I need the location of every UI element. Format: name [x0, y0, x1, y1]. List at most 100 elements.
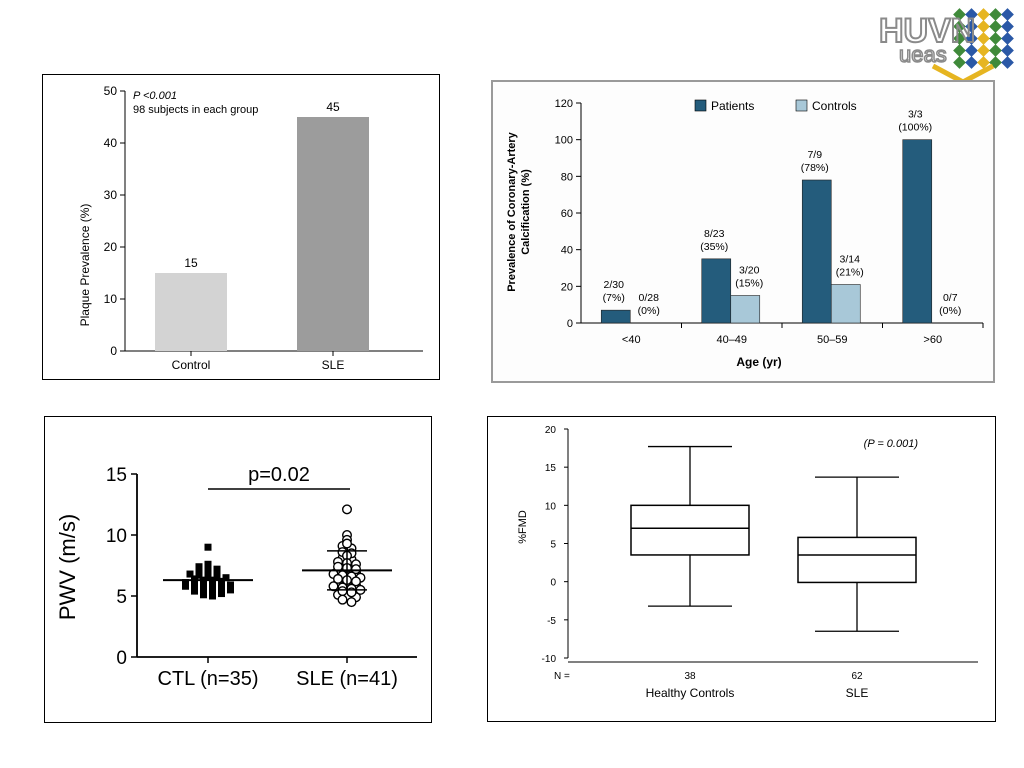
c4-annotation: (P = 0.001) [864, 438, 919, 450]
c4-n-value: 38 [684, 671, 696, 682]
c3-point-ctl [213, 569, 221, 577]
c2-data-label: 0/7 [943, 292, 958, 304]
c2-bar-patients [902, 139, 933, 324]
c2-xtick-label: 50–59 [817, 334, 848, 346]
c3-point-sle [351, 576, 362, 587]
c3-point-ctl [200, 588, 207, 596]
c2-ytick-label: 0 [567, 318, 573, 330]
c2-data-label: (100%) [898, 122, 932, 134]
c3-point-ctl [222, 574, 230, 582]
c4-ytick-label: 10 [545, 501, 557, 512]
logo-tile [989, 20, 1002, 33]
c2-ytick-label: 120 [555, 98, 573, 110]
logo-tile [1001, 56, 1014, 69]
legend-swatch-patients [694, 99, 707, 112]
c4-n-label: N = [554, 671, 570, 682]
c2-data-label: (35%) [700, 241, 728, 253]
c3-point-ctl [227, 581, 234, 589]
c4-xtick-label: SLE [846, 686, 869, 700]
pwv-panel: 0 5 10 15 CTL (n=35) SLE (n=41) PWV (m/s) p=0… [44, 416, 432, 723]
c1-data-label: 15 [184, 256, 198, 270]
c4-ytick-label: -10 [542, 654, 557, 665]
c3-point-ctl [204, 572, 212, 580]
c3-ytick-label: 5 [116, 587, 127, 608]
logo-tile [965, 56, 978, 69]
c3-ytick-label: 15 [106, 465, 127, 486]
c2-bars: 2/30(7%) 0/28(0%)8/23(35%)3/20(15%)7/9(78… [600, 109, 961, 324]
c3-ytick-label: 10 [106, 526, 127, 547]
logo-tile [977, 8, 990, 21]
c4-ylabel: %FMD [517, 510, 529, 544]
c4-xtick-label: Healthy Controls [646, 686, 735, 700]
c4-ytick-label: 15 [545, 463, 557, 474]
c2-xtick-label: >60 [923, 334, 942, 346]
c3-axes: 0 5 10 15 CTL (n=35) SLE (n=41) [106, 465, 417, 690]
logo-text-ueas: ueas [899, 42, 947, 67]
c3-xtick-label: SLE (n=41) [296, 668, 398, 690]
c2-ytick-label: 60 [561, 208, 573, 220]
c2-data-label: 2/30 [604, 279, 625, 291]
c3-point-ctl [195, 568, 203, 576]
c2-ytick-label: 100 [555, 135, 573, 147]
c4-axes: -10 -5 0 5 10 15 20 38 Healthy Controls 62 SLE [542, 425, 978, 700]
c3-point-ctl [204, 564, 212, 572]
pwv-chart: 0 5 10 15 CTL (n=35) SLE (n=41) PWV (m/s) p=0… [55, 464, 417, 690]
c3-point-ctl [209, 588, 216, 596]
c1-annotation-subjects: 98 subjects in each group [133, 104, 258, 116]
c3-point-sle [342, 504, 353, 515]
c4-n-value: 62 [851, 671, 863, 682]
c3-point-ctl [213, 565, 221, 573]
huvn-ueas-logo: HUVN ueas [873, 4, 1019, 86]
c1-axes: 0 10 20 30 40 50 Control SLE [104, 84, 423, 372]
c3-xtick-label: CTL (n=35) [158, 668, 259, 690]
logo-tile [989, 44, 1002, 57]
c2-bar-controls [830, 284, 861, 324]
c2-xlabel: Age (yr) [736, 355, 781, 369]
c3-point-ctl [200, 583, 207, 591]
c1-ylabel: Plaque Prevalence (%) [78, 204, 92, 327]
c2-data-label: 0/28 [639, 292, 660, 304]
c4-ytick-label: -5 [547, 616, 556, 627]
c3-ylabel: PWV (m/s) [55, 514, 80, 620]
c3-point-ctl [218, 590, 225, 598]
c3-point-ctl [191, 579, 198, 587]
c1-ytick-label: 40 [104, 136, 118, 150]
c1-annotation-p: P <0.001 [133, 90, 177, 102]
c3-point-ctl [200, 580, 207, 588]
c3-point-sle [346, 597, 357, 608]
legend-label-patients: Patients [711, 99, 754, 113]
c3-point-ctl [182, 579, 189, 587]
c1-xtick-label: Control [172, 358, 211, 372]
logo-tile [953, 56, 966, 69]
c1-ytick-label: 20 [104, 240, 118, 254]
c2-bar-patients [801, 179, 832, 324]
c2-data-label: (21%) [836, 267, 864, 279]
c1-bar-control [155, 273, 227, 351]
plaque-prevalence-panel: 0 10 20 30 40 50 Control SLE 15 45 Plaque Preval… [42, 74, 440, 380]
c3-point-ctl [218, 585, 225, 593]
c3-point-ctl [204, 560, 212, 568]
c3-point-ctl [213, 572, 221, 580]
c4-box [630, 504, 750, 556]
c2-data-label: (15%) [735, 278, 763, 290]
c2-data-label: 7/9 [807, 149, 822, 161]
c3-point-ctl [191, 587, 198, 595]
c4-ytick-label: 20 [545, 425, 557, 436]
c3-point-ctl [182, 582, 189, 590]
c2-ytick-label: 20 [561, 281, 573, 293]
c2-data-label: 3/14 [840, 254, 861, 266]
logo-tile [989, 8, 1002, 21]
c2-data-label: (0%) [939, 305, 961, 317]
c2-data-label: 3/20 [739, 265, 760, 277]
c2-data-label: (7%) [603, 292, 625, 304]
c2-data-label: (78%) [801, 162, 829, 174]
c4-ytick-label: 5 [550, 540, 556, 551]
c3-ytick-label: 0 [116, 648, 127, 669]
c2-data-label: (0%) [638, 305, 660, 317]
c3-point-ctl [218, 581, 225, 589]
c1-xtick-label: SLE [322, 358, 345, 372]
c1-data-label: 45 [326, 100, 340, 114]
c2-ylabel-line1: Prevalence of Coronary-Artery [506, 131, 518, 291]
c4-boxes [630, 445, 917, 632]
